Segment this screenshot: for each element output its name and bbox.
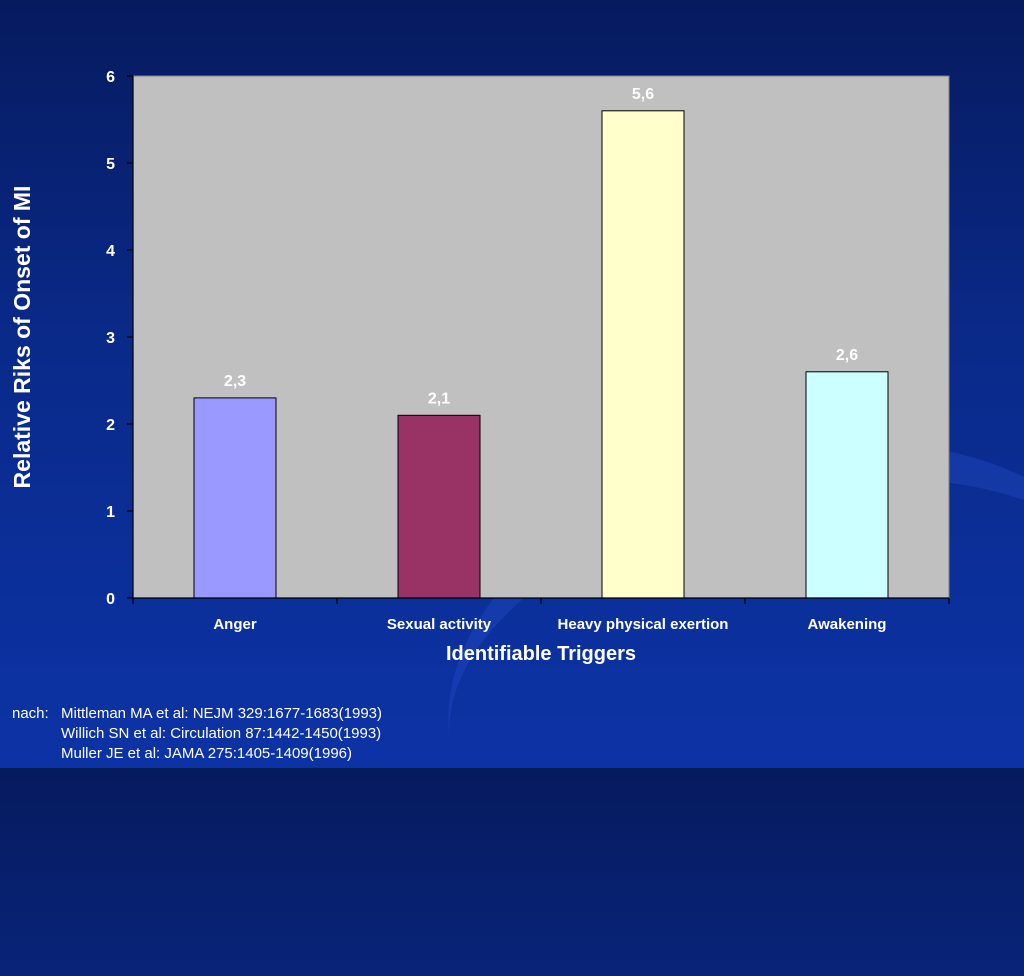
bar — [805, 371, 889, 599]
x-tick-label: Anger — [213, 616, 257, 633]
y-axis-label: Relative Riks of Onset of MI — [9, 186, 35, 489]
y-tick-label: 0 — [106, 591, 115, 608]
citation-line-2: Willich SN et al: Circulation 87:1442-14… — [61, 725, 382, 742]
y-tick-label: 6 — [106, 69, 115, 86]
citation-line-1: Mittleman MA et al: NEJM 329:1677-1683(1… — [61, 705, 382, 722]
bar — [601, 110, 685, 599]
bar-value-label: 2,3 — [224, 373, 246, 390]
bar — [193, 397, 277, 599]
citation-block: nach: Mittleman MA et al: NEJM 329:1677-… — [12, 704, 382, 764]
bar-value-label: 2,1 — [428, 390, 450, 407]
bar — [397, 414, 481, 599]
citation-prefix: nach: — [12, 705, 49, 722]
bars: 2,3 2,1 5,6 2,6 — [193, 86, 889, 599]
bar-chart: 0 1 2 3 4 5 6 2,3 2,1 5,6 2,6 Anger Sexual activit… — [9, 69, 950, 665]
x-tick-label: Awakening — [808, 616, 887, 633]
citation-row: Willich SN et al: Circulation 87:1442-14… — [12, 724, 382, 744]
y-tick-label: 4 — [106, 243, 115, 260]
citation-row: nach: Mittleman MA et al: NEJM 329:1677-… — [12, 704, 382, 724]
bar-value-label: 5,6 — [632, 86, 654, 103]
y-tick-label: 3 — [106, 330, 115, 347]
bar-value-label: 2,6 — [836, 347, 858, 364]
y-tick-label: 5 — [106, 156, 115, 173]
citation-row: Muller JE et al: JAMA 275:1405-1409(1996… — [12, 744, 382, 764]
y-tick-label: 2 — [106, 417, 115, 434]
y-axis-ticks: 0 1 2 3 4 5 6 — [106, 69, 134, 608]
x-axis-ticks: Anger Sexual activity Heavy physical exert… — [132, 597, 950, 633]
citation-line-3: Muller JE et al: JAMA 275:1405-1409(1996… — [61, 745, 352, 762]
x-tick-label: Heavy physical exertion — [558, 616, 729, 633]
x-tick-label: Sexual activity — [387, 616, 492, 633]
y-tick-label: 1 — [106, 504, 115, 521]
x-axis-label: Identifiable Triggers — [446, 643, 636, 665]
